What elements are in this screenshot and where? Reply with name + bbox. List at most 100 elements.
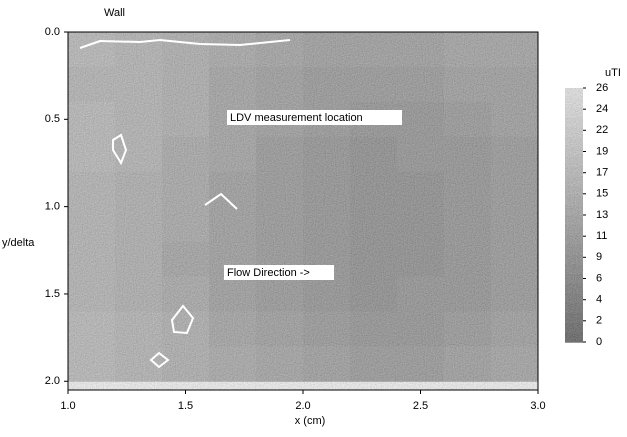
heat-cell — [444, 66, 492, 103]
heat-cell — [162, 66, 210, 103]
heat-cell — [115, 66, 163, 103]
annotation-box — [227, 110, 402, 125]
heat-cell — [68, 101, 116, 138]
colorbar-tick-label: 26 — [596, 82, 608, 94]
heat-cell — [350, 66, 398, 103]
heat-cell — [397, 276, 445, 312]
heat-cell — [444, 311, 492, 347]
heat-cell — [491, 206, 539, 243]
x-tick-label: 1.0 — [60, 400, 75, 412]
heat-cell — [115, 136, 163, 173]
heat-cell — [162, 346, 210, 382]
heat-cell — [162, 206, 210, 243]
heat-cell — [256, 32, 304, 68]
heat-cell — [209, 66, 257, 103]
heat-cell — [256, 311, 304, 347]
heat-cell — [162, 171, 210, 208]
heat-cell — [256, 136, 304, 173]
heat-cell — [209, 136, 257, 173]
y-tick-label: 2.0 — [45, 375, 60, 387]
colorbar: 26 24 22 19 17 15 13 11 9 6 4 2 0 — [565, 82, 608, 348]
colorbar-tick-label: 4 — [596, 294, 602, 306]
annotation-box — [224, 265, 334, 280]
colorbar-tick-label: 15 — [596, 188, 608, 200]
heat-cell — [303, 171, 351, 208]
heat-cell — [491, 276, 539, 312]
heat-cell — [256, 66, 304, 103]
heat-cell — [444, 206, 492, 243]
colorbar-tick-label: 19 — [596, 145, 608, 157]
colorbar-tick-label: 13 — [596, 209, 608, 221]
heat-cell — [256, 171, 304, 208]
y-tick-label: 1.5 — [45, 288, 60, 300]
heat-cell — [444, 32, 492, 68]
heat-cell — [209, 32, 257, 68]
heat-cell — [115, 206, 163, 243]
heat-cell — [444, 276, 492, 312]
heat-cell — [397, 311, 445, 347]
heat-cell — [115, 241, 163, 277]
heat-cell — [350, 206, 398, 243]
heat-cell — [350, 241, 398, 277]
heat-cell — [444, 101, 492, 138]
heat-cell — [350, 276, 398, 312]
heat-cell — [303, 136, 351, 173]
heat-cell — [303, 346, 351, 382]
heat-cell — [444, 241, 492, 277]
heat-cell — [209, 346, 257, 382]
annotation: Flow Direction -> — [227, 267, 310, 279]
y-tick-label: 1.0 — [45, 201, 60, 213]
heat-cell — [115, 32, 163, 68]
heat-cell — [444, 346, 492, 382]
heat-cell — [397, 241, 445, 277]
heat-cell — [303, 66, 351, 103]
heat-cell — [444, 136, 492, 173]
contour-lines — [79, 38, 291, 369]
colorbar-label: uTI — [605, 67, 621, 79]
heat-cell — [350, 32, 398, 68]
heat-cell — [397, 206, 445, 243]
y-tick-label: 0.5 — [45, 113, 60, 125]
heat-cell — [256, 206, 304, 243]
colorbar-tick-label: 24 — [596, 103, 608, 115]
heat-cell — [115, 171, 163, 208]
heat-cell — [397, 136, 445, 173]
heat-cell — [68, 276, 116, 312]
heat-cell — [397, 66, 445, 103]
heat-cell — [397, 32, 445, 68]
heat-cell — [303, 311, 351, 347]
colorbar-tick-label: 11 — [596, 230, 607, 242]
heat-cell — [491, 311, 539, 347]
heat-cell — [350, 346, 398, 382]
x-axis-label: x (cm) — [295, 415, 326, 427]
heat-cell — [68, 66, 116, 103]
heat-cell — [162, 276, 210, 312]
heat-cell — [209, 171, 257, 208]
y-tick-label: 0.0 — [45, 26, 60, 38]
heat-cell — [303, 206, 351, 243]
heat-cell — [397, 171, 445, 208]
x-tick-label: 3.0 — [530, 400, 545, 412]
heat-cell — [350, 311, 398, 347]
heat-cell — [303, 32, 351, 68]
x-tick-label: 1.5 — [178, 400, 193, 412]
colorbar-tick-label: 22 — [596, 124, 608, 136]
heat-cell — [68, 206, 116, 243]
heat-cell — [491, 32, 539, 68]
heat-cell — [68, 171, 116, 208]
heat-cell — [350, 136, 398, 173]
y-axis-label: y/delta — [2, 237, 35, 249]
heat-cell — [115, 101, 163, 138]
heat-cell — [491, 346, 539, 382]
heat-cell — [350, 171, 398, 208]
heat-cell — [68, 346, 116, 382]
heat-cell — [68, 311, 116, 347]
heat-cell — [491, 241, 539, 277]
colorbar-tick-label: 2 — [596, 315, 602, 327]
heat-cell — [209, 311, 257, 347]
annotation: LDV measurement location — [230, 112, 363, 124]
heatmap — [68, 32, 539, 382]
colorbar-tick-label: 17 — [596, 167, 608, 179]
x-tick-label: 2.5 — [413, 400, 428, 412]
